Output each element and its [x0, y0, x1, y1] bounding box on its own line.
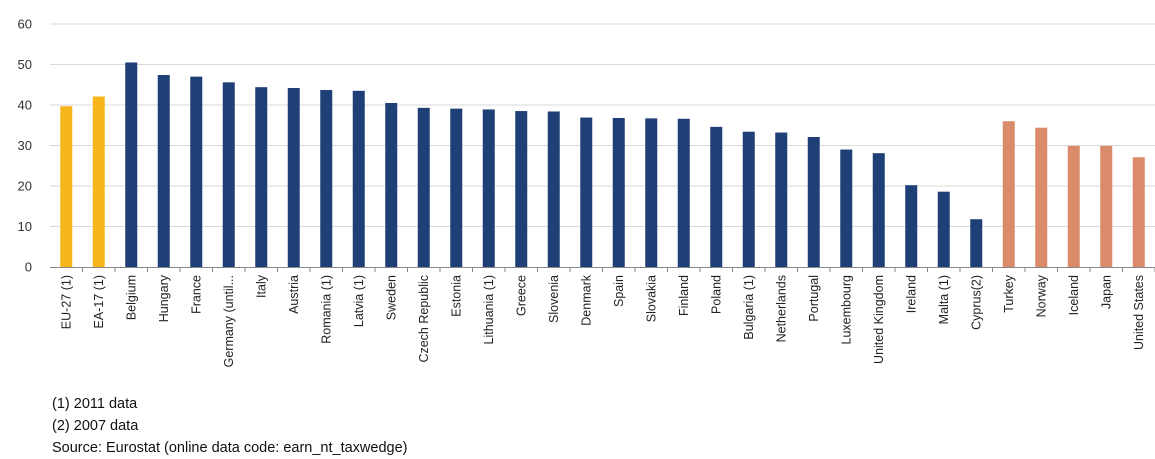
- bar: [190, 76, 203, 268]
- bar: [1035, 127, 1048, 268]
- bar: [352, 90, 365, 267]
- x-tick-label: Iceland: [1067, 275, 1081, 315]
- bar: [547, 111, 560, 267]
- bar-chart: 0 10 20 30 40 50 60 EU-27 (1) EA-17 (1) Belgium H…: [18, 17, 1155, 367]
- bar: [385, 102, 398, 267]
- x-tick-label: Germany (until...: [222, 275, 236, 367]
- bar: [450, 108, 463, 268]
- bar: [287, 87, 300, 268]
- y-axis: 0 10 20 30 40 50 60: [18, 17, 32, 275]
- bar: [580, 117, 593, 268]
- x-tick-label: EA-17 (1): [92, 275, 106, 329]
- x-tick-label: Estonia: [449, 275, 463, 317]
- bar: [515, 111, 528, 267]
- bar: [92, 96, 105, 268]
- bar: [807, 136, 820, 267]
- bar: [905, 185, 918, 267]
- x-tick-label: Ireland: [904, 275, 918, 313]
- footnote-2011: (1) 2011 data: [52, 396, 138, 412]
- bar: [320, 90, 333, 267]
- chart-notes: (1) 2011 data (2) 2007 data Source: Euro…: [52, 393, 407, 459]
- x-tick-label: Norway: [1034, 274, 1048, 317]
- source-note: Source: Eurostat (online data code: earn…: [52, 440, 408, 456]
- x-tick-label: Greece: [514, 275, 528, 316]
- bar: [1002, 121, 1015, 267]
- x-tick-label: Czech Republic: [417, 275, 431, 363]
- x-tick-label: Spain: [612, 275, 626, 307]
- x-tick-label: Austria: [287, 275, 301, 314]
- y-tick-label: 10: [18, 219, 32, 234]
- y-tick-label: 40: [18, 98, 32, 113]
- bar: [482, 109, 495, 267]
- gridlines: [50, 23, 1155, 227]
- y-tick-label: 60: [18, 17, 32, 32]
- bar: [872, 153, 885, 267]
- x-tick-label: Hungary: [157, 274, 171, 322]
- x-tick-label: Turkey: [1002, 274, 1016, 312]
- bar: [1100, 145, 1113, 267]
- x-tick-label: Latvia (1): [352, 275, 366, 327]
- x-tick-label: Belgium: [124, 275, 138, 320]
- x-tick-label: Finland: [677, 275, 691, 316]
- bar: [970, 219, 983, 267]
- x-tick-label: Sweden: [384, 275, 398, 320]
- x-tick-label: Romania (1): [319, 275, 333, 344]
- x-tick-label: Denmark: [579, 274, 593, 325]
- bar: [937, 191, 950, 267]
- bar: [742, 131, 755, 267]
- x-tick-label: United States: [1132, 275, 1146, 350]
- footnote-2007: (2) 2007 data: [52, 418, 139, 434]
- y-tick-label: 20: [18, 179, 32, 194]
- bar: [1067, 145, 1080, 267]
- bars: [60, 62, 1145, 268]
- x-tick-label: Slovenia: [547, 275, 561, 323]
- x-tick-label: Portugal: [807, 275, 821, 322]
- x-axis-labels: EU-27 (1) EA-17 (1) Belgium Hungary France Ge…: [59, 267, 1155, 367]
- x-tick-label: Poland: [709, 275, 723, 314]
- x-tick-label: Bulgaria (1): [742, 275, 756, 340]
- bar: [677, 118, 690, 268]
- x-tick-label: Luxembourg: [839, 275, 853, 345]
- x-tick-label: Japan: [1099, 275, 1113, 309]
- x-tick-label: Lithuania (1): [482, 275, 496, 345]
- bar: [417, 107, 430, 268]
- y-tick-label: 0: [25, 260, 32, 275]
- bar: [775, 132, 788, 267]
- x-tick-label: Malta (1): [937, 275, 951, 324]
- y-tick-label: 50: [18, 57, 32, 72]
- x-tick-label: Cyprus(2): [969, 275, 983, 330]
- bar: [125, 62, 138, 267]
- x-tick-label: EU-27 (1): [59, 275, 73, 329]
- x-tick-label: United Kingdom: [872, 275, 886, 364]
- bar: [645, 118, 658, 268]
- bar: [840, 149, 853, 267]
- bar: [255, 87, 268, 268]
- bar: [612, 117, 625, 268]
- x-tick-label: France: [189, 275, 203, 314]
- x-tick-label: Italy: [254, 274, 268, 298]
- bar: [1132, 157, 1145, 267]
- bar: [222, 82, 235, 267]
- y-tick-label: 30: [18, 138, 32, 153]
- bar: [60, 106, 73, 267]
- x-tick-label: Slovakia: [644, 275, 658, 322]
- bar: [710, 126, 723, 268]
- bar: [157, 75, 170, 267]
- x-tick-label: Netherlands: [774, 275, 788, 342]
